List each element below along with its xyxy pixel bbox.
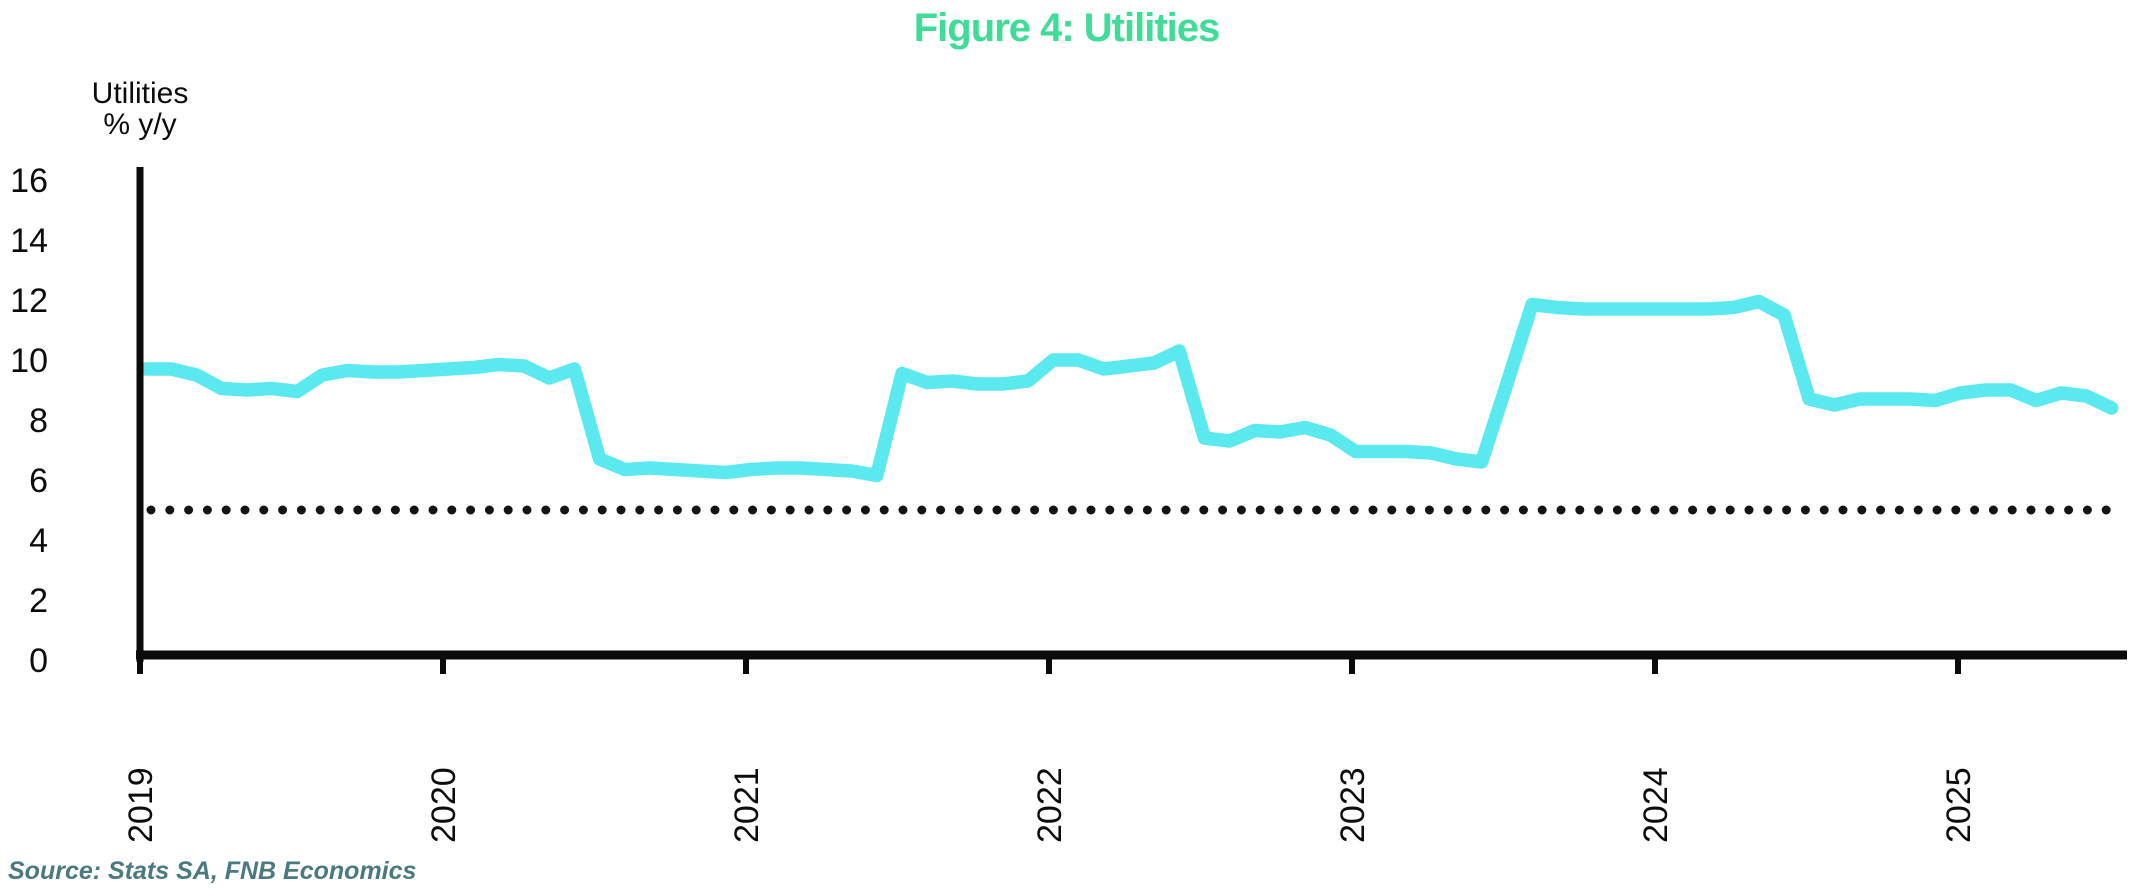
- x-axis-tick-label: 2022: [1031, 767, 1069, 843]
- y-axis-title-line2: % y/y: [103, 108, 177, 141]
- source-note: Source: Stats SA, FNB Economics: [8, 857, 417, 885]
- x-axis-tick-label: 2020: [425, 767, 463, 843]
- x-axis-tick-label: 2024: [1637, 767, 1675, 843]
- y-axis-tick-label: 6: [29, 462, 48, 500]
- y-axis-title: Utilities % y/y: [40, 78, 240, 140]
- x-axis-tick-label: 2019: [122, 767, 160, 843]
- y-axis-tick-label: 16: [10, 162, 48, 200]
- y-axis-tick-label: 10: [10, 342, 48, 380]
- y-axis-tick-label: 12: [10, 282, 48, 320]
- y-axis-title-line1: Utilities: [91, 77, 189, 110]
- y-axis-tick-label: 0: [29, 642, 48, 680]
- x-axis-tick-label: 2023: [1334, 767, 1372, 843]
- y-axis-tick-label: 2: [29, 582, 48, 620]
- x-axis-tick-label: 2025: [1940, 767, 1978, 843]
- chart-title: Figure 4: Utilities: [913, 6, 1221, 50]
- y-axis-tick-label: 8: [29, 402, 48, 440]
- x-axis-tick-label: 2021: [728, 767, 766, 843]
- y-axis-tick-label: 14: [10, 222, 48, 260]
- utilities-series-line: [139, 294, 2119, 483]
- y-axis-tick-label: 4: [29, 522, 48, 560]
